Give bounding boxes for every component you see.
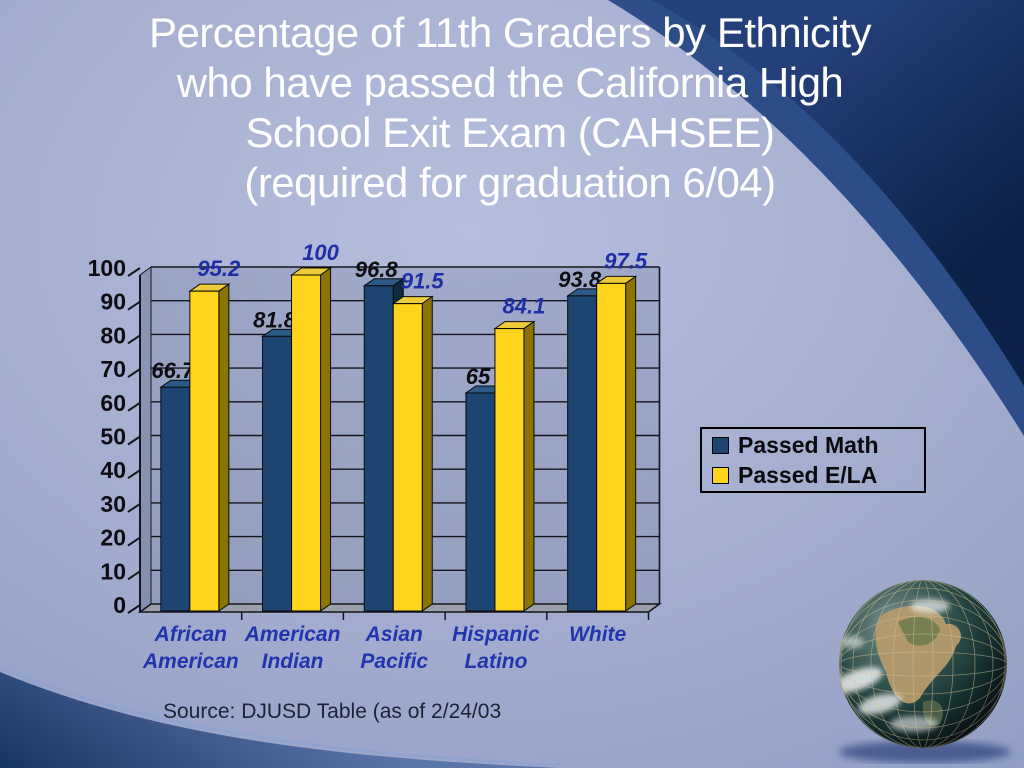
y-tick-30 [127, 503, 141, 513]
bar-passed-math-hispanic-latino [465, 392, 496, 612]
category-label-white: White [569, 623, 626, 646]
y-tick-60 [127, 401, 141, 412]
globe-shadow [839, 741, 1011, 763]
y-tick-10 [127, 570, 141, 581]
title-line-4: (required for graduation 6/04) [244, 159, 776, 206]
y-axis-label-90: 90 [100, 289, 126, 315]
y-axis-label-20: 20 [100, 525, 126, 551]
legend-swatch-passed-ela [712, 466, 729, 484]
category-label-african-american: African American [142, 623, 239, 673]
y-tick-20 [127, 536, 141, 547]
title-line-1: Percentage of 11th Graders by Ethnicity [148, 9, 872, 56]
value-label-math-african-american: 66.7 [151, 358, 196, 383]
earth-globe [839, 580, 1011, 763]
legend-item-passed-ela: Passed E/LA [712, 462, 924, 489]
legend-label-passed-math: Passed Math [738, 431, 879, 458]
bar-passed-math-white [567, 295, 598, 612]
bar-side-asian-pacific-1 [421, 295, 433, 612]
bar-side-african-american-1 [218, 283, 230, 612]
y-tick-80 [127, 334, 141, 345]
bar-passed-math-american-indian [262, 335, 293, 612]
value-label-ela-american-indian: 100 [302, 240, 339, 265]
bar-passed-math-african-american [160, 386, 191, 612]
category-label-hispanic-latino: Hispanic Latino [452, 623, 540, 673]
globe-rim-shading [839, 580, 1007, 748]
value-label-ela-african-american: 95.2 [197, 256, 241, 281]
bar-side-white-1 [625, 275, 637, 612]
y-tick-0 [127, 604, 141, 614]
category-label-asian-pacific: Asian Pacific [360, 623, 428, 673]
bar-passed-e-la-american-indian [291, 274, 322, 612]
navy-wedge-bottom-left [0, 672, 560, 768]
bar-passed-math-asian-pacific [363, 285, 394, 612]
bar-passed-e-la-hispanic-latino [494, 328, 525, 612]
navy-swoosh-top-right [652, 0, 1024, 386]
legend-label-passed-ela: Passed E/LA [738, 461, 878, 488]
y-axis-label-10: 10 [100, 558, 126, 584]
y-axis-label-70: 70 [100, 356, 126, 382]
bar-passed-e-la-white [596, 282, 627, 612]
title-line-3: School Exit Exam (CAHSEE) [245, 109, 776, 156]
y-tick-50 [127, 435, 141, 446]
value-label-math-asian-pacific: 96.8 [355, 257, 399, 282]
source-note: Source: DJUSD Table (as of 2/24/03 [163, 700, 502, 723]
title-line-2: who have passed the California High [176, 59, 844, 106]
value-label-ela-asian-pacific: 91.5 [401, 269, 445, 294]
value-label-ela-hispanic-latino: 84.1 [503, 294, 546, 319]
y-axis-label-30: 30 [100, 491, 126, 517]
y-axis-label-50: 50 [100, 424, 126, 450]
y-tick-70 [127, 368, 141, 378]
value-label-ela-white: 97.5 [604, 248, 648, 273]
y-tick-100 [127, 267, 141, 277]
bar-passed-e-la-asian-pacific [392, 303, 423, 612]
y-tick-90 [127, 300, 141, 311]
legend-item-passed-math: Passed Math [712, 432, 924, 459]
value-label-math-american-indian: 81.8 [253, 307, 297, 332]
y-axis-label-60: 60 [100, 390, 126, 416]
value-label-math-hispanic-latino: 65 [466, 364, 491, 389]
y-axis-label-40: 40 [100, 457, 126, 483]
chart-legend: Passed Math Passed E/LA [700, 427, 926, 493]
category-label-american-indian: American Indian [244, 623, 341, 673]
plot-left-wall [139, 266, 152, 613]
bar-side-hispanic-latino-1 [523, 320, 535, 612]
wedge-rim-highlight [0, 666, 563, 767]
slide-title: Percentage of 11th Graders by Ethnicity … [40, 8, 980, 208]
y-axis-label-0: 0 [113, 592, 126, 618]
y-axis-label-100: 100 [88, 255, 126, 281]
value-label-math-white: 93.8 [558, 267, 602, 292]
y-tick-40 [127, 469, 141, 480]
bar-passed-e-la-african-american [189, 290, 220, 612]
y-axis-label-80: 80 [100, 322, 126, 348]
legend-swatch-passed-math [712, 436, 729, 454]
bar-side-american-indian-1 [320, 267, 332, 612]
